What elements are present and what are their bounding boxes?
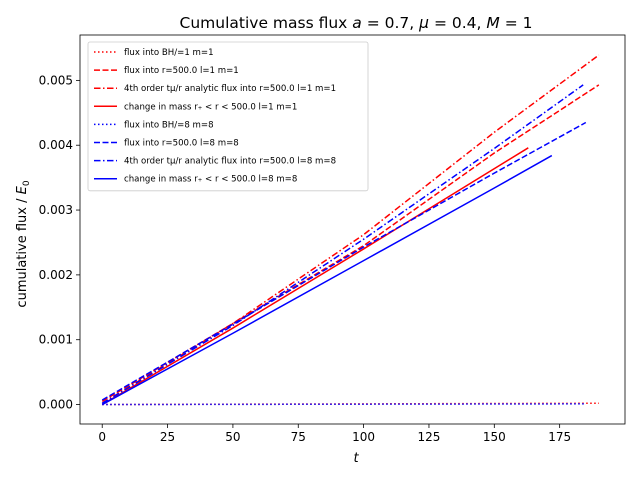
x-tick-label: 75 — [291, 430, 306, 444]
legend-label-1: flux into BH/=1 m=1 — [124, 48, 214, 58]
series-line-6 — [101, 121, 587, 401]
chart-title: Cumulative mass flux a = 0.7, μ = 0.4, M… — [180, 14, 533, 32]
legend-label-8: change in mass r₊ < r < 500.0 l=8 m=8 — [124, 175, 297, 185]
y-tick-label: 0.002 — [39, 268, 73, 282]
y-tick-label: 0.005 — [39, 73, 73, 87]
x-tick-label: 25 — [160, 430, 175, 444]
series-line-3 — [101, 54, 600, 404]
axes-frame — [79, 34, 626, 425]
plot-area — [101, 54, 600, 406]
series-line-4 — [101, 147, 529, 406]
legend-label-5: flux into BH/=8 m=8 — [124, 120, 214, 130]
series-line-5 — [102, 403, 586, 406]
y-tick-label: 0.004 — [39, 138, 73, 152]
y-tick-label: 0.000 — [39, 398, 73, 412]
x-tick-label: 50 — [225, 430, 240, 444]
legend-box — [87, 41, 369, 192]
x-axis-label: t — [353, 451, 359, 466]
series-group — [101, 54, 600, 406]
legend-label-2: flux into r=500.0 l=1 m=1 — [124, 66, 239, 76]
axes: 0 25 50 75 100 125 150 175 0.000 0.001 0.002 0.003 0… — [39, 34, 626, 444]
series-line-8 — [101, 154, 553, 406]
x-tick-label: 150 — [483, 430, 506, 444]
legend-label-4: change in mass r₊ < r < 500.0 l=1 m=1 — [124, 102, 297, 112]
y-axis-label: cumulative flux / E0 — [15, 180, 32, 307]
x-tick-label: 100 — [352, 430, 375, 444]
legend-label-6: flux into r=500.0 l=8 m=8 — [124, 139, 239, 149]
legend-label-3: 4th order tμ/r analytic flux into r=500.… — [124, 84, 336, 94]
series-line-2 — [101, 84, 600, 402]
x-tick-label: 175 — [548, 430, 571, 444]
legend-label-7: 4th order tμ/r analytic flux into r=500.… — [124, 157, 336, 167]
series-line-7 — [101, 84, 584, 404]
legend: flux into BH/=1 m=1 flux into r=500.0 l=1… — [87, 41, 369, 192]
x-tick-label: 125 — [418, 430, 441, 444]
x-tick-label: 0 — [98, 430, 106, 444]
y-tick-label: 0.001 — [39, 333, 73, 347]
y-tick-label: 0.003 — [39, 203, 73, 217]
